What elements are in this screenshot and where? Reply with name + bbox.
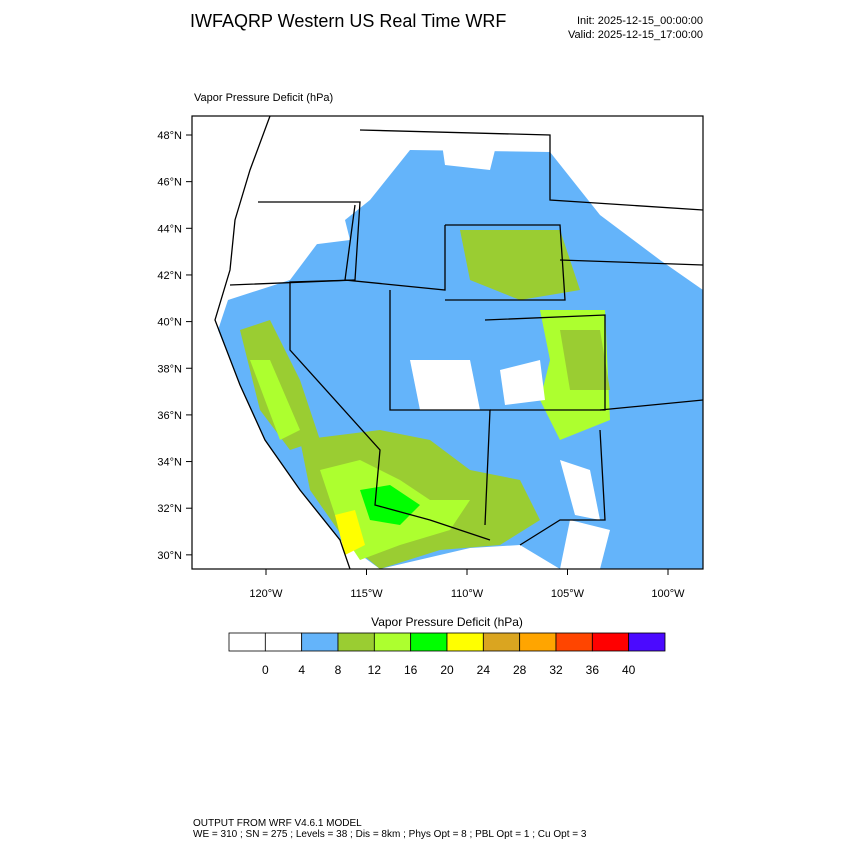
colorbar-label: 16 xyxy=(404,663,418,677)
colorbar: 0 4 8 12 16 20 24 28 32 36 40 xyxy=(228,632,666,677)
colorbar-swatch xyxy=(228,632,266,652)
init-time: Init: 2025-12-15_00:00:00 xyxy=(577,15,703,27)
colorbar-swatch xyxy=(628,632,666,652)
colorbar-label: 28 xyxy=(513,663,527,677)
lon-labels: 120°W 115°W 110°W 105°W 100°W xyxy=(249,569,685,600)
colorbar-swatch xyxy=(482,632,521,652)
colorbar-swatch xyxy=(301,632,339,652)
lon-label: 105°W xyxy=(551,588,585,600)
colorbar-label: 12 xyxy=(368,663,382,677)
map-frame xyxy=(191,115,704,570)
valid-time: Valid: 2025-12-15_17:00:00 xyxy=(568,29,703,41)
colorbar-swatch xyxy=(337,632,375,652)
colorbar-label: 4 xyxy=(298,663,305,677)
colorbar-label: 24 xyxy=(477,663,491,677)
lat-label: 44°N xyxy=(157,223,182,235)
colorbar-swatch xyxy=(555,632,593,652)
lat-label: 46°N xyxy=(157,177,182,189)
lat-labels: 48°N 46°N 44°N 42°N 40°N 38°N 36°N 34°N 32°N 30°N xyxy=(157,130,192,562)
lat-label: 30°N xyxy=(157,550,182,562)
colorbar-label: 36 xyxy=(586,663,600,677)
lat-label: 40°N xyxy=(157,317,182,329)
lat-label: 38°N xyxy=(157,363,182,375)
colorbar-label: 20 xyxy=(440,663,454,677)
colorbar-swatch xyxy=(519,632,557,652)
colorbar-label: 0 xyxy=(262,663,269,677)
lat-label: 42°N xyxy=(157,270,182,282)
map-title: Vapor Pressure Deficit (hPa) xyxy=(194,92,333,104)
colorbar-swatch xyxy=(591,632,630,652)
lat-label: 48°N xyxy=(157,130,182,142)
lat-label: 32°N xyxy=(157,503,182,515)
colorbar-label: 32 xyxy=(549,663,563,677)
colorbar-label: 40 xyxy=(622,663,636,677)
lon-label: 110°W xyxy=(451,588,484,600)
lon-label: 120°W xyxy=(249,588,283,600)
colorbar-label: 8 xyxy=(335,663,342,677)
lon-label: 100°W xyxy=(651,588,685,600)
footer-line: OUTPUT FROM WRF V4.6.1 MODEL xyxy=(193,818,362,829)
lat-label: 36°N xyxy=(157,410,182,422)
colorbar-swatch xyxy=(446,632,484,652)
footer-line: WE = 310 ; SN = 275 ; Levels = 38 ; Dis … xyxy=(193,829,587,840)
lat-label: 34°N xyxy=(157,457,182,469)
lon-label: 115°W xyxy=(350,588,383,600)
colorbar-swatch xyxy=(264,632,303,652)
map-field xyxy=(192,116,703,569)
title: IWFAQRP Western US Real Time WRF xyxy=(190,11,506,31)
colorbar-title: Vapor Pressure Deficit (hPa) xyxy=(371,615,523,629)
colorbar-swatch xyxy=(373,632,412,652)
colorbar-swatch xyxy=(410,632,448,652)
